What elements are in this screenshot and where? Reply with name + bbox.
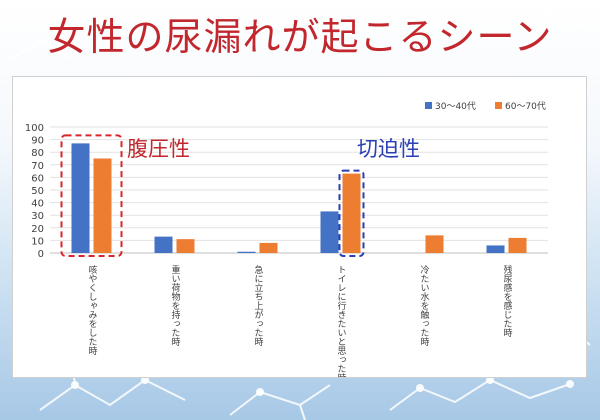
bar-series1 [486,245,505,253]
y-tick-label: 40 [31,199,44,210]
x-category-label: 冷たい水を触った時 [419,264,430,346]
bar-series2 [425,235,444,253]
y-tick-label: 50 [31,186,44,197]
y-tick-label: 80 [31,148,44,159]
highlight-box [338,169,365,257]
bar-series1 [154,236,173,253]
bar-series2 [259,242,278,253]
stress-incontinence-label: 腹圧性 [127,137,190,161]
y-tick-label: 10 [31,236,44,247]
page-title: 女性の尿漏れが起こるシーン [47,15,553,59]
legend-swatch [425,102,432,109]
x-category-label: 重い荷物を持った時 [170,264,181,346]
y-tick-label: 30 [31,211,44,222]
x-category-label: 急に立ち上がった時 [253,264,264,346]
bar-series2 [508,237,527,253]
bar-series2 [342,173,361,253]
urge-incontinence-label: 切迫性 [357,137,420,161]
chart-panel: 0 10 20 30 40 50 60 70 80 90 100 咳やくしゃみをした時 重い荷物を持った… [12,76,587,378]
x-category-label: 咳やくしゃみをした時 [87,264,98,355]
bar-series1 [320,211,339,253]
legend-label: 30～40代 [435,101,476,112]
y-tick-label: 100 [25,123,44,134]
bar-series1 [237,251,256,253]
legend-label: 60～70代 [505,101,546,112]
bar-series2 [93,158,112,253]
y-tick-label: 60 [31,173,44,184]
y-tick-label: 0 [38,249,44,260]
bar-series1 [71,143,90,253]
y-tick-label: 70 [31,161,44,172]
x-category-label: トイレに行きたいと思った時 [336,265,347,377]
bar-series2 [176,239,195,253]
y-tick-label: 20 [31,224,44,235]
x-category-label: 残尿感を感じた時 [502,264,513,337]
y-tick-label: 90 [31,136,44,147]
legend-swatch [495,102,502,109]
highlight-box [60,134,123,258]
